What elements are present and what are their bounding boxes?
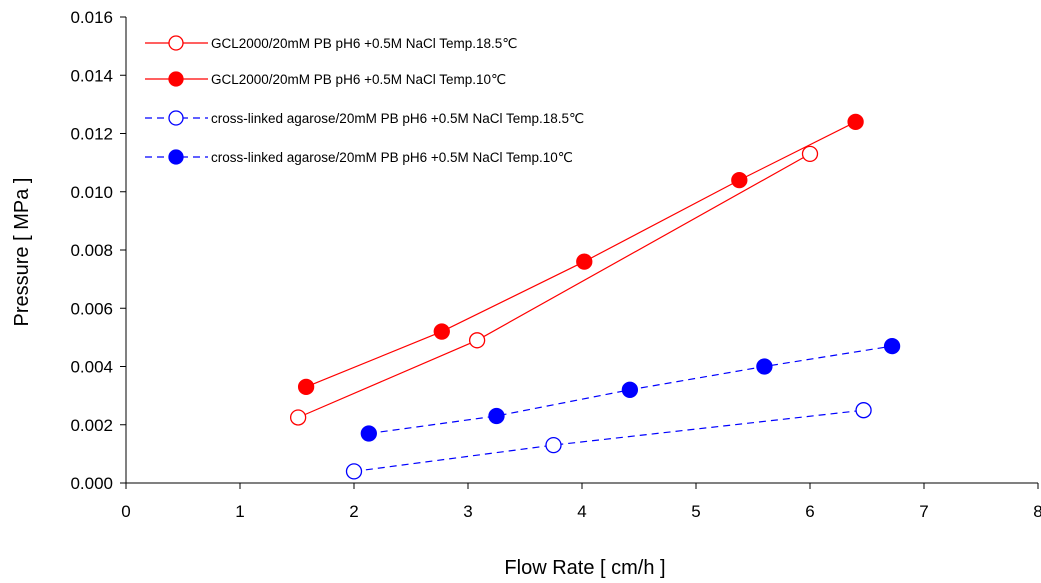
data-point <box>289 409 307 426</box>
y-tick-label: 0.002 <box>70 416 113 435</box>
x-tick-label: 4 <box>577 502 586 521</box>
data-point <box>360 425 377 442</box>
x-tick-label: 7 <box>919 502 928 521</box>
data-point <box>756 358 773 375</box>
data-point <box>576 253 593 270</box>
data-point <box>433 323 450 340</box>
y-tick-label: 0.008 <box>70 241 113 260</box>
y-axis-title: Pressure [ MPa ] <box>11 178 33 327</box>
legend-item-3: cross-linked agarose/20mM PB pH6 +0.5M N… <box>145 110 584 126</box>
legend-label: cross-linked agarose/20mM PB pH6 +0.5M N… <box>211 111 584 126</box>
x-ticks: 0 1 2 3 4 5 6 7 8 <box>121 483 1041 521</box>
series-1 <box>289 145 819 426</box>
x-tick-label: 2 <box>349 502 358 521</box>
data-point <box>731 171 748 189</box>
series-line <box>353 409 864 472</box>
legend-item-1: GCL2000/20mM PB pH6 +0.5M NaCl Temp.18.5… <box>145 35 517 51</box>
x-tick-label: 0 <box>121 502 130 521</box>
y-tick-label: 0.010 <box>70 183 113 202</box>
legend-marker <box>168 71 184 87</box>
series-line <box>297 153 811 419</box>
data-point <box>855 402 872 419</box>
y-tick-label: 0.004 <box>70 358 113 377</box>
legend-label: GCL2000/20mM PB pH6 +0.5M NaCl Temp.10℃ <box>211 72 506 87</box>
legend-label: GCL2000/20mM PB pH6 +0.5M NaCl Temp.18.5… <box>211 36 517 51</box>
x-tick-label: 3 <box>463 502 472 521</box>
x-tick-label: 1 <box>235 502 244 521</box>
x-tick-label: 5 <box>691 502 700 521</box>
data-point <box>545 436 562 454</box>
x-axis-title: Flow Rate [ cm/h ] <box>504 557 665 579</box>
legend: GCL2000/20mM PB pH6 +0.5M NaCl Temp.18.5… <box>145 35 584 165</box>
series-layer <box>289 113 901 480</box>
legend-marker <box>168 110 184 126</box>
legend-marker <box>168 149 184 165</box>
series-4 <box>360 337 901 442</box>
data-point <box>297 378 315 396</box>
x-tick-label: 8 <box>1033 502 1041 521</box>
legend-item-4: cross-linked agarose/20mM PB pH6 +0.5M N… <box>145 149 573 165</box>
legend-item-2: GCL2000/20mM PB pH6 +0.5M NaCl Temp.10℃ <box>145 71 506 87</box>
y-tick-label: 0.006 <box>70 299 113 318</box>
data-point <box>801 145 819 163</box>
data-point <box>345 463 363 480</box>
data-point <box>883 337 901 355</box>
y-tick-label: 0.000 <box>70 474 113 493</box>
y-tick-label: 0.016 <box>70 8 113 27</box>
y-tick-label: 0.014 <box>70 66 113 85</box>
series-3 <box>345 402 872 480</box>
data-point <box>847 113 864 130</box>
data-point <box>621 381 639 398</box>
y-tick-label: 0.012 <box>70 125 113 144</box>
data-point <box>488 407 505 425</box>
x-tick-label: 6 <box>805 502 814 521</box>
legend-marker <box>168 35 184 51</box>
y-ticks: 0.000 0.002 0.004 0.006 0.008 0.010 0.012 0.014… <box>70 8 126 493</box>
data-point <box>468 332 486 349</box>
series-2 <box>297 113 864 396</box>
legend-label: cross-linked agarose/20mM PB pH6 +0.5M N… <box>211 150 573 165</box>
